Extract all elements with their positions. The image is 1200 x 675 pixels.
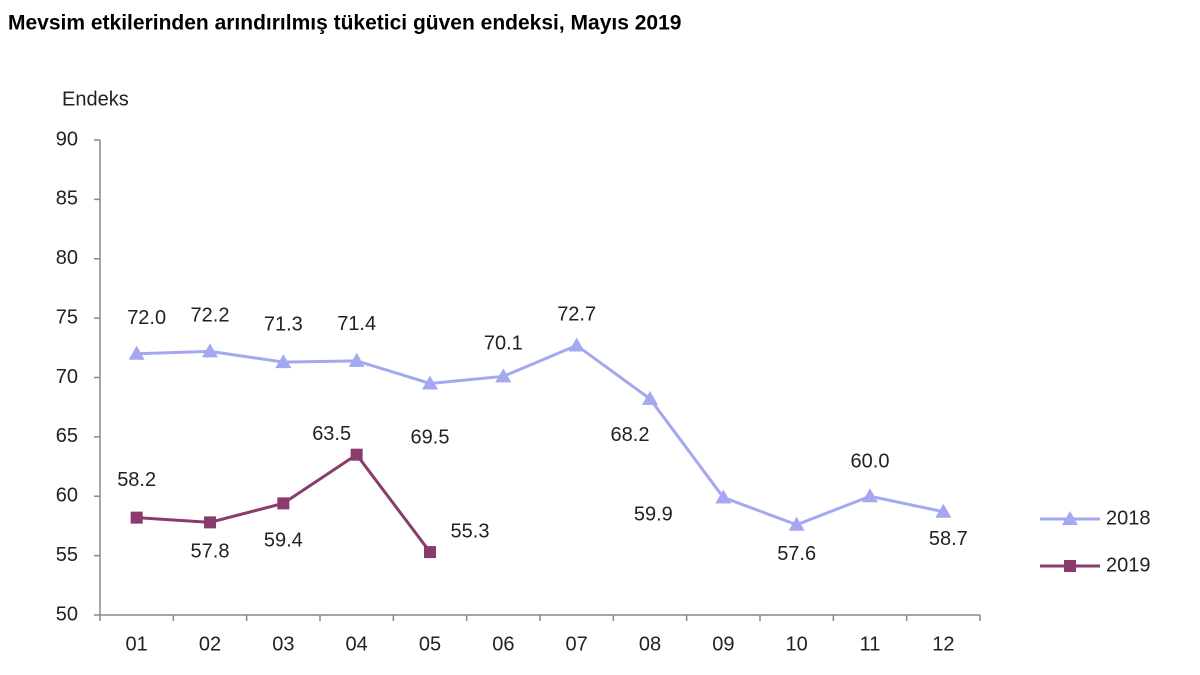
data-label: 71.4 xyxy=(337,313,376,335)
y-axis-label: Endeks xyxy=(62,88,129,110)
x-tick-label: 02 xyxy=(199,633,221,655)
x-tick-label: 08 xyxy=(639,633,661,655)
legend-marker xyxy=(1062,511,1078,525)
y-tick-label: 80 xyxy=(56,247,78,269)
y-tick-label: 60 xyxy=(56,485,78,507)
data-point xyxy=(275,354,292,369)
data-label: 55.3 xyxy=(451,520,490,542)
y-tick-label: 70 xyxy=(56,366,78,388)
data-point xyxy=(348,352,365,367)
x-tick-label: 12 xyxy=(932,633,954,655)
y-tick-label: 75 xyxy=(56,306,78,328)
data-point xyxy=(422,375,438,390)
data-point xyxy=(204,516,216,529)
x-tick-label: 03 xyxy=(272,633,294,655)
y-tick-label: 65 xyxy=(56,425,78,447)
data-point xyxy=(277,497,290,510)
data-point xyxy=(935,503,952,518)
x-tick-label: 10 xyxy=(786,633,808,655)
data-point xyxy=(788,516,805,531)
data-label: 58.2 xyxy=(117,469,156,491)
chart-title: Mevsim etkilerinden arındırılmış tüketic… xyxy=(8,12,681,35)
data-label: 63.5 xyxy=(312,423,351,445)
data-point xyxy=(862,488,878,503)
series-line xyxy=(136,343,944,527)
data-point xyxy=(424,546,436,559)
data-label: 68.2 xyxy=(611,424,650,446)
legend-marker xyxy=(1064,560,1076,572)
data-point xyxy=(495,368,512,383)
data-point xyxy=(128,345,145,360)
data-label: 57.8 xyxy=(191,541,230,563)
data-label: 57.6 xyxy=(777,543,816,565)
x-tick-label: 06 xyxy=(492,633,514,655)
y-tick-label: 90 xyxy=(56,128,78,150)
x-tick-label: 11 xyxy=(860,633,881,655)
data-label: 71.3 xyxy=(264,313,303,335)
data-label: 70.1 xyxy=(484,333,523,355)
data-point xyxy=(715,489,732,504)
x-tick-label: 05 xyxy=(419,633,441,655)
data-label: 72.2 xyxy=(191,305,230,327)
data-label: 59.9 xyxy=(634,504,673,526)
legend-label: 2018 xyxy=(1106,507,1151,529)
x-tick-label: 07 xyxy=(566,633,588,655)
legend-label: 2019 xyxy=(1106,554,1151,576)
data-point xyxy=(202,343,218,358)
data-point xyxy=(350,448,363,461)
y-tick-label: 85 xyxy=(56,188,78,210)
data-label: 60.0 xyxy=(851,451,890,473)
data-point xyxy=(568,337,585,352)
data-label: 69.5 xyxy=(411,427,450,449)
data-label: 59.4 xyxy=(264,530,303,552)
x-tick-label: 01 xyxy=(126,633,148,655)
data-point xyxy=(130,511,143,524)
x-tick-label: 04 xyxy=(346,633,368,655)
data-label: 58.7 xyxy=(929,528,968,550)
y-tick-label: 55 xyxy=(56,544,78,566)
data-label: 72.7 xyxy=(557,304,596,326)
data-label: 72.0 xyxy=(127,307,166,329)
y-tick-label: 50 xyxy=(56,603,78,625)
x-tick-label: 09 xyxy=(712,633,734,655)
data-point xyxy=(642,390,658,405)
